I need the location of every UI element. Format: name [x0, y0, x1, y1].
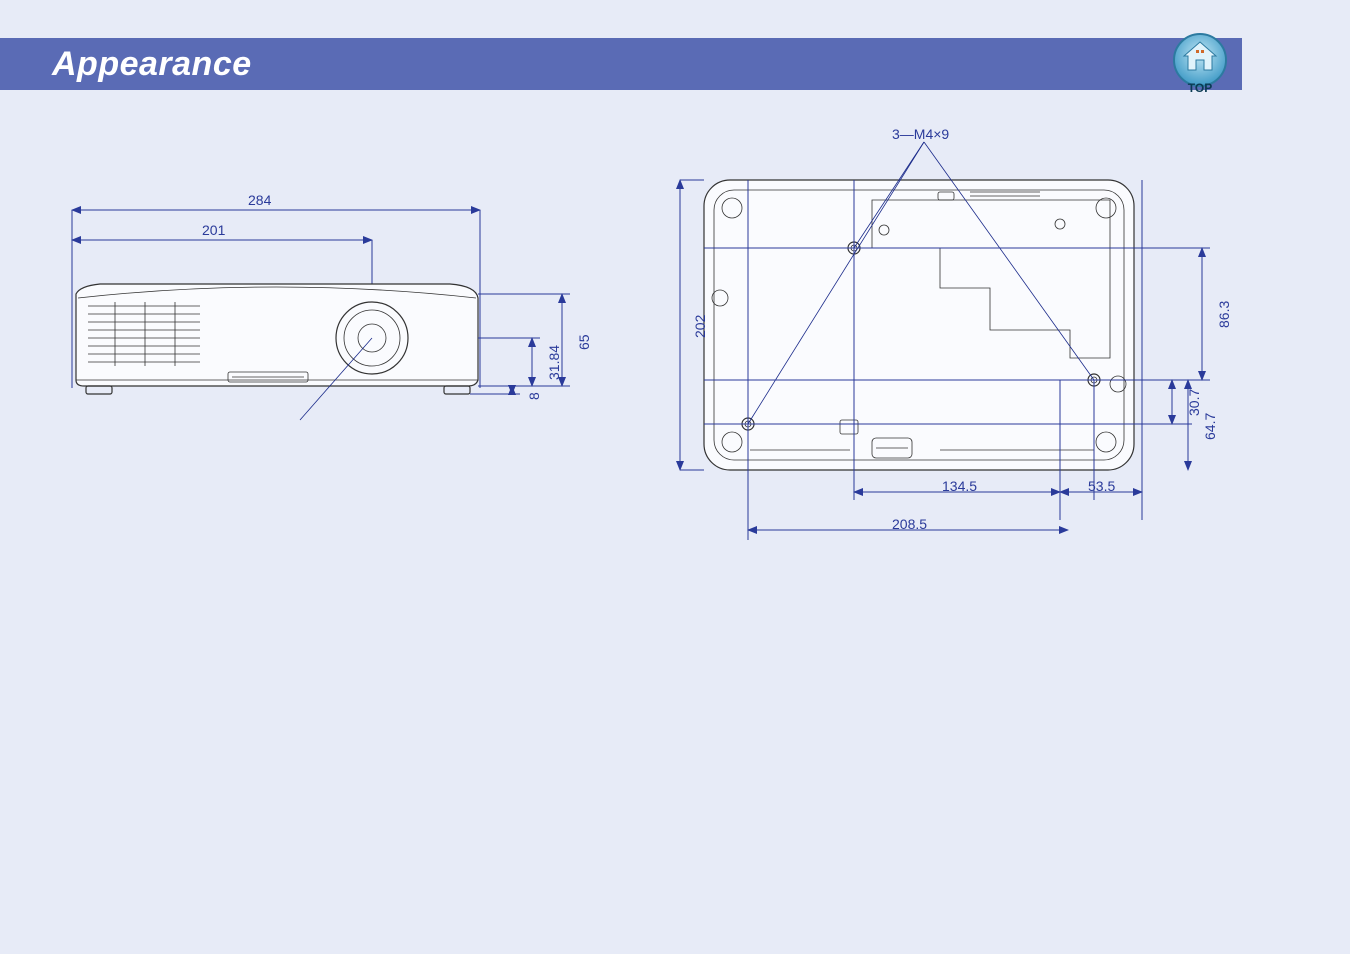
dim-65: 65 — [576, 334, 592, 350]
mount-note: 3—M4×9 — [892, 126, 949, 142]
dim-64-7: 64.7 — [1202, 413, 1218, 440]
header-bar: Appearance — [0, 38, 1242, 90]
front-view-drawing — [60, 180, 600, 460]
home-top-icon: TOP — [1168, 30, 1232, 94]
top-button[interactable]: TOP — [1168, 30, 1232, 94]
dim-201: 201 — [202, 222, 225, 238]
dim-284: 284 — [248, 192, 271, 208]
dim-202: 202 — [692, 315, 708, 338]
dim-31-84: 31.84 — [546, 345, 562, 380]
page-title: Appearance — [0, 45, 252, 84]
dim-134-5: 134.5 — [942, 478, 977, 494]
svg-text:TOP: TOP — [1188, 81, 1212, 94]
dim-53-5: 53.5 — [1088, 478, 1115, 494]
dim-86-3: 86.3 — [1216, 301, 1232, 328]
dim-208-5: 208.5 — [892, 516, 927, 532]
dim-30-7: 30.7 — [1186, 389, 1202, 416]
bottom-view-drawing — [640, 120, 1260, 580]
dim-8: 8 — [526, 392, 542, 400]
